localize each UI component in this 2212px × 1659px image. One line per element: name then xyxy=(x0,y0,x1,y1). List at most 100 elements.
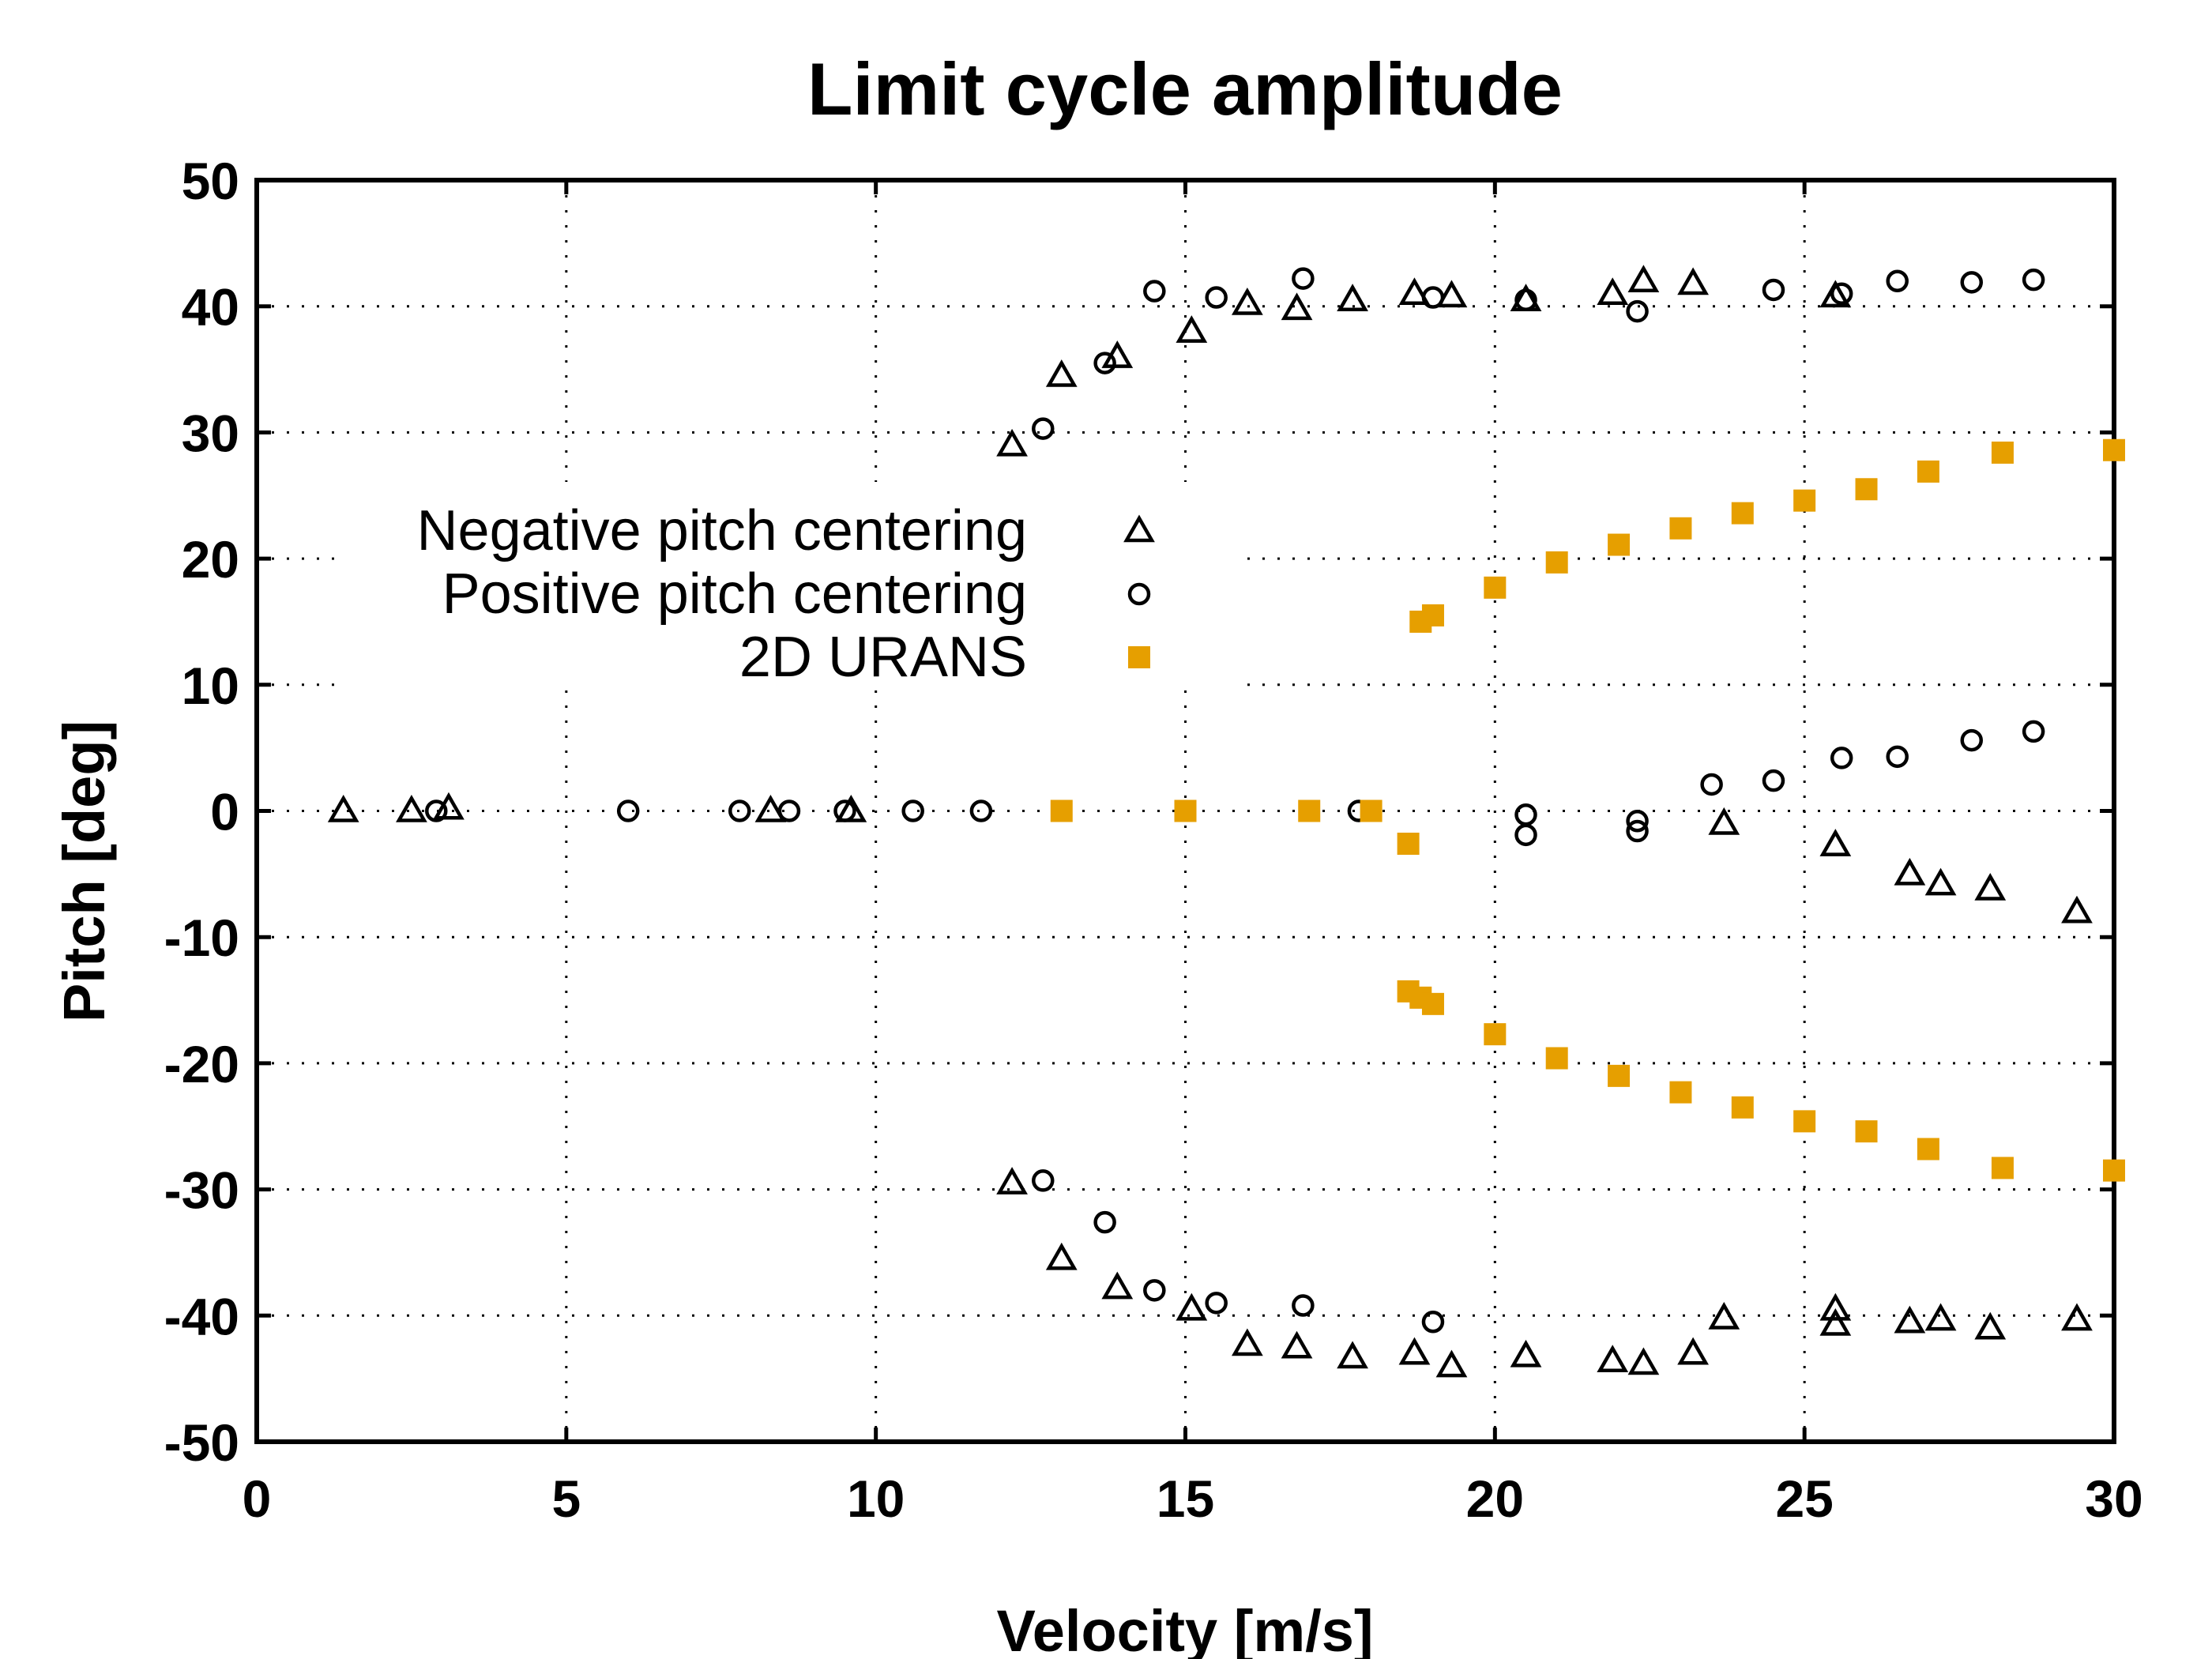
data-point xyxy=(1597,1345,1629,1373)
data-point xyxy=(1514,823,1537,847)
data-point xyxy=(1231,287,1263,315)
data-point xyxy=(1708,1301,1740,1330)
data-point xyxy=(1484,1023,1507,1046)
y-tick-label: 0 xyxy=(210,783,239,841)
data-point xyxy=(1991,1157,2014,1179)
data-point xyxy=(1093,1210,1116,1234)
data-point xyxy=(1050,799,1073,822)
data-point xyxy=(1597,277,1629,305)
data-point xyxy=(1360,799,1382,822)
data-point xyxy=(2022,720,2045,743)
legend-label: Negative pitch centering xyxy=(417,499,1027,562)
legend-background xyxy=(340,482,1244,687)
grid-layer xyxy=(257,180,2114,1442)
data-point xyxy=(1830,282,1853,305)
data-point xyxy=(1924,867,1957,896)
data-point xyxy=(425,799,448,822)
x-tick-label: 25 xyxy=(1775,1469,1833,1528)
data-point xyxy=(2022,268,2045,292)
y-tick-label: 40 xyxy=(182,278,239,337)
y-tick-label: 20 xyxy=(182,530,239,589)
data-point xyxy=(396,794,427,822)
data-point xyxy=(1855,478,1878,501)
y-tick-label: -50 xyxy=(164,1413,239,1472)
data-point xyxy=(1421,286,1445,309)
y-axis-label: Pitch [deg] xyxy=(51,720,117,1022)
data-point xyxy=(1819,1292,1852,1321)
data-point xyxy=(1510,1339,1542,1367)
data-point xyxy=(833,799,856,822)
data-point xyxy=(1281,292,1313,321)
data-point xyxy=(1435,1349,1468,1378)
data-point xyxy=(1731,502,1754,525)
data-point xyxy=(1045,1242,1078,1270)
data-point xyxy=(1708,807,1740,835)
data-point xyxy=(1762,769,1785,792)
data-point xyxy=(1032,1169,1055,1192)
data-point xyxy=(1421,604,1444,626)
legend-marker xyxy=(1127,582,1151,606)
data-point xyxy=(728,799,751,822)
data-point xyxy=(1894,857,1926,886)
data-point xyxy=(901,799,924,822)
data-point xyxy=(1281,1330,1313,1359)
data-point xyxy=(1819,280,1852,308)
x-tick-label: 30 xyxy=(2085,1469,2142,1528)
data-point xyxy=(1917,460,1939,483)
data-point xyxy=(1700,773,1723,796)
data-point xyxy=(1143,280,1166,303)
data-point xyxy=(1421,992,1444,1015)
series-3 xyxy=(1050,438,2125,1182)
data-point xyxy=(835,794,867,822)
data-point xyxy=(1397,833,1420,856)
data-point xyxy=(1669,1081,1692,1104)
data-point xyxy=(1974,1311,2007,1340)
y-tick-label: -40 xyxy=(164,1287,239,1345)
data-point xyxy=(1974,872,2007,901)
data-point xyxy=(1176,315,1208,343)
data-point xyxy=(2061,895,2093,924)
data-point xyxy=(1292,267,1315,290)
data-point xyxy=(1677,267,1709,295)
data-point xyxy=(1398,1337,1431,1365)
data-point xyxy=(1143,1279,1166,1302)
data-point xyxy=(1045,359,1078,387)
data-point xyxy=(2103,1159,2125,1182)
data-point xyxy=(433,792,465,820)
data-point xyxy=(327,794,359,822)
data-point xyxy=(777,799,801,822)
data-point xyxy=(1627,265,1660,293)
data-point xyxy=(1819,1307,1852,1336)
data-point xyxy=(1337,284,1368,311)
series-2 xyxy=(425,267,2045,1334)
data-point xyxy=(2103,438,2125,461)
data-point xyxy=(1435,280,1468,308)
x-tick-label: 10 xyxy=(847,1469,905,1528)
data-point xyxy=(1514,803,1537,826)
data-point xyxy=(754,794,787,822)
data-point xyxy=(1677,1337,1709,1365)
data-point xyxy=(1960,728,1984,752)
data-point xyxy=(1093,352,1116,374)
y-tick-label: -10 xyxy=(164,908,239,967)
data-point xyxy=(1176,1292,1208,1321)
data-point xyxy=(1917,1138,1939,1161)
x-tick-label: 15 xyxy=(1157,1469,1214,1528)
data-point xyxy=(1626,299,1649,323)
legend-marker xyxy=(1128,646,1150,668)
legend-label: Positive pitch centering xyxy=(442,562,1027,626)
data-point xyxy=(1205,1292,1228,1315)
data-point xyxy=(1032,417,1055,440)
data-point xyxy=(1819,829,1852,856)
data-point xyxy=(1608,1064,1631,1087)
data-point xyxy=(1855,1120,1878,1143)
plot-frame xyxy=(254,178,2116,1444)
data-point xyxy=(1627,1347,1660,1375)
data-point xyxy=(1924,1303,1957,1331)
x-axis-label: Velocity [m/s] xyxy=(996,1598,1373,1659)
data-point xyxy=(1545,1047,1568,1070)
x-tick-label: 0 xyxy=(243,1469,272,1528)
y-tick-label: 10 xyxy=(182,656,239,715)
data-point xyxy=(1205,286,1228,309)
